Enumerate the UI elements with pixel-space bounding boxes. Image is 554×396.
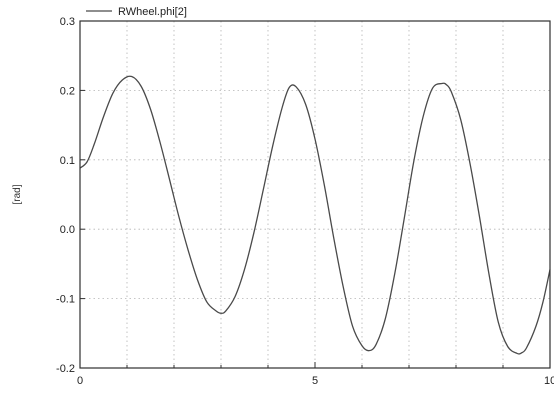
series-line [79,75,551,355]
legend: RWheel.phi[2] [86,6,187,18]
x-tick-label: 0 [77,375,83,387]
x-tick-label: 5 [312,375,318,387]
legend-label: RWheel.phi[2] [118,6,187,18]
axes-frame [79,20,551,369]
y-tick-label: 0.0 [60,224,75,236]
y-tick-label: 0.3 [60,16,75,28]
y-tick-label: -0.1 [56,294,75,306]
series-layer [79,75,551,355]
y-tick-label: 0.2 [60,85,75,97]
plot-area [80,21,550,368]
y-tick-label: -0.2 [56,363,75,375]
grid [80,21,550,368]
tick-labels: 0.3 0.2 0.1 0.0 -0.1 -0.20 5 10 [rad] [12,16,554,387]
y-axis-label: [rad] [12,184,23,204]
x-tick-label: 10 [544,375,554,387]
y-tick-label: 0.1 [60,155,75,167]
